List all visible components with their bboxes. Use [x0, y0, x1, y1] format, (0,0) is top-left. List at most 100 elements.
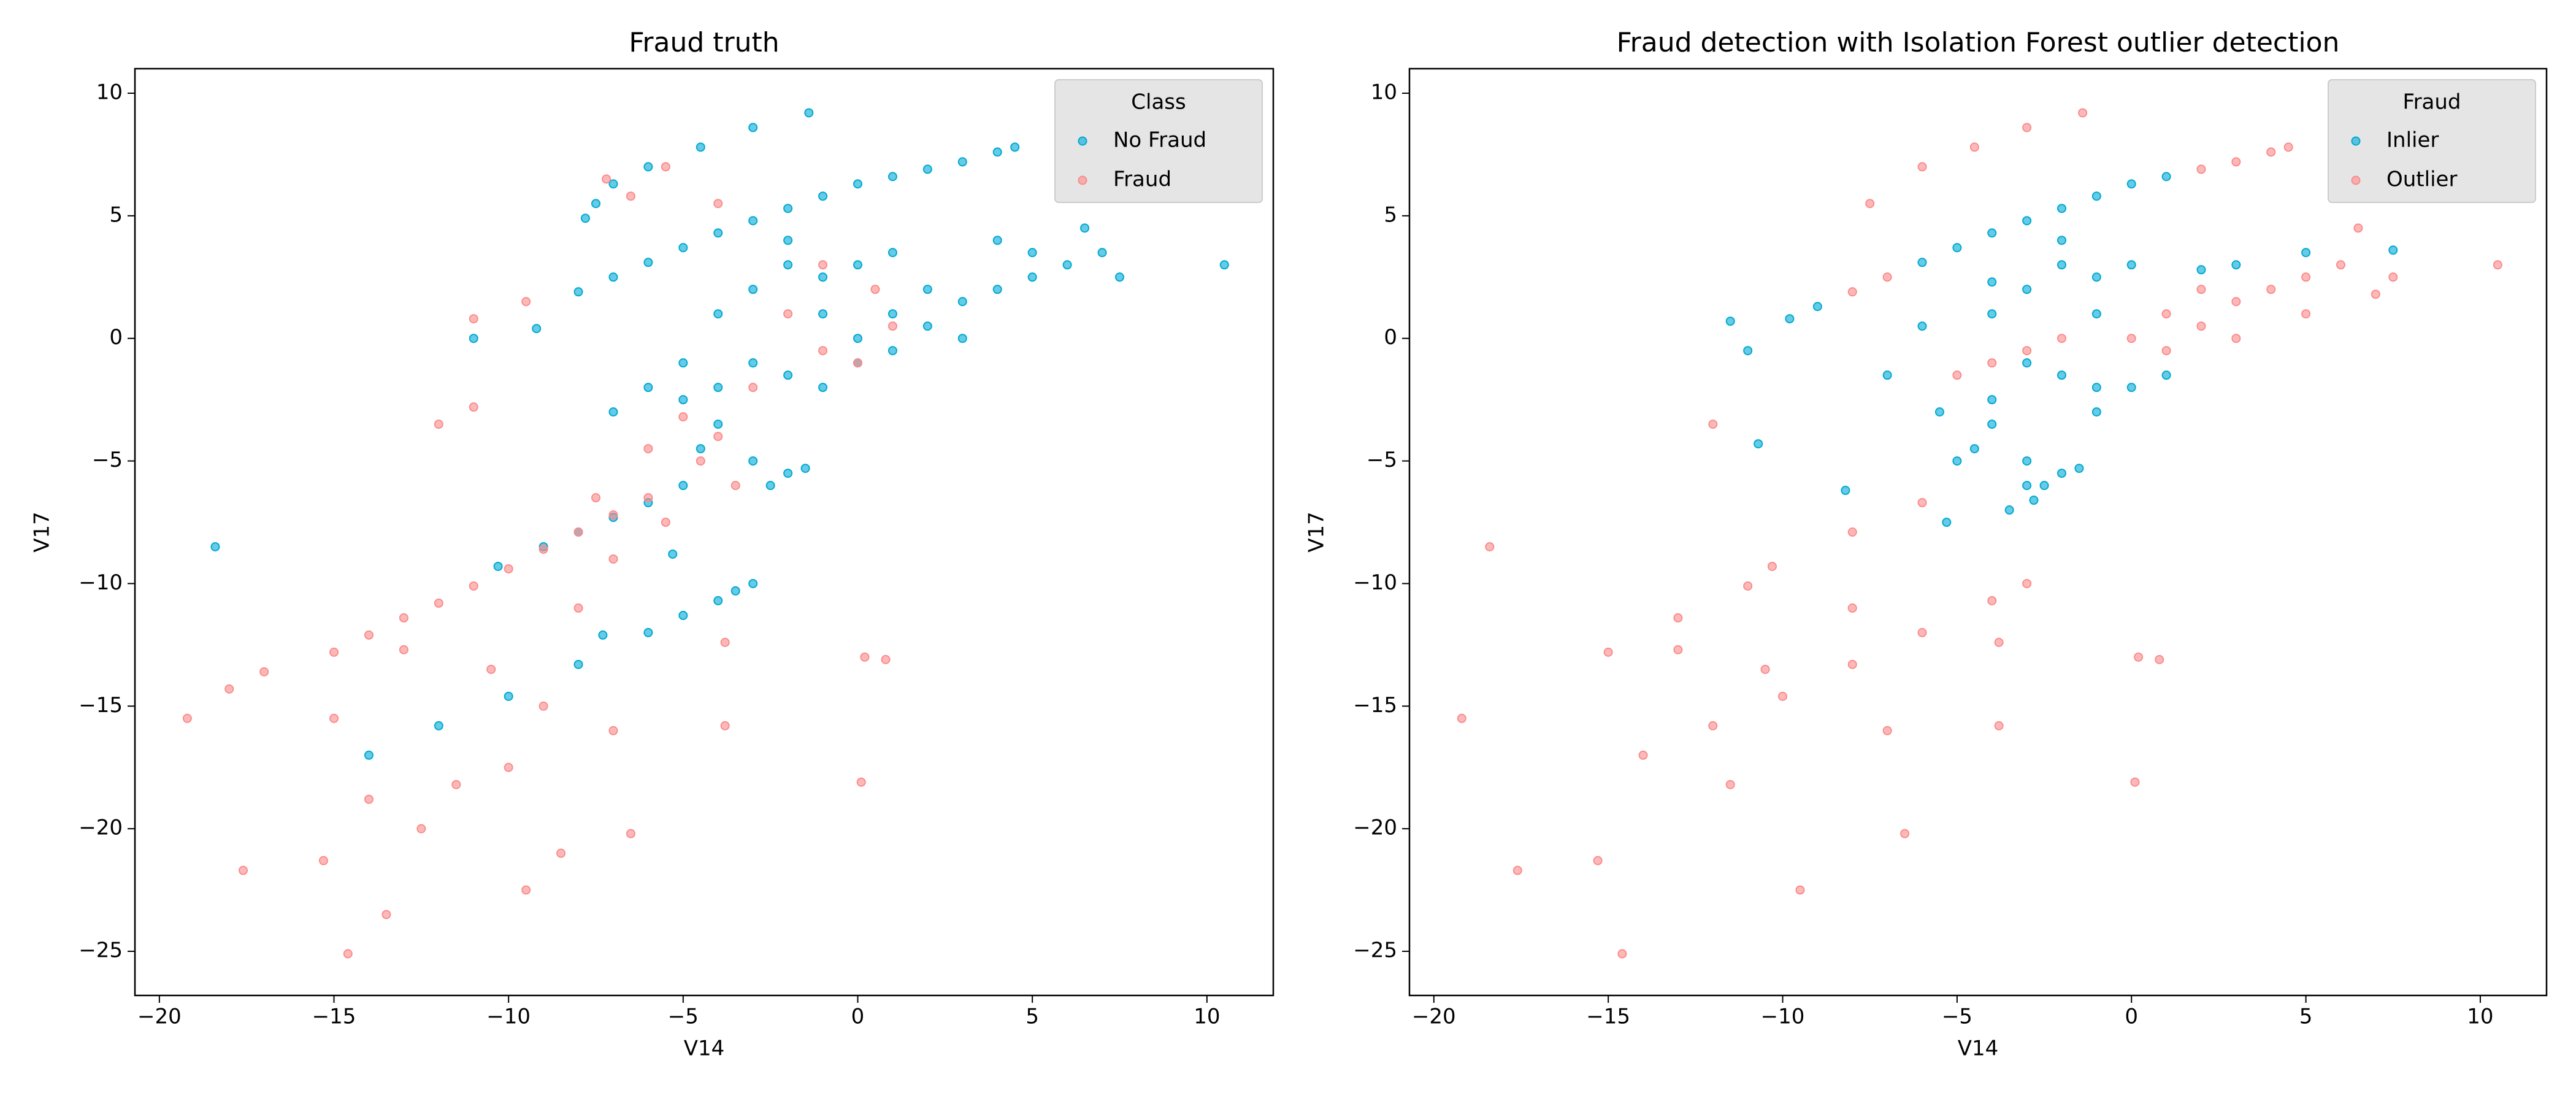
- point: [730, 586, 740, 596]
- point: [532, 324, 542, 334]
- y-tick-label: −20: [79, 816, 123, 840]
- point: [870, 285, 880, 294]
- point: [1882, 726, 1892, 735]
- point: [661, 518, 670, 527]
- point: [818, 383, 828, 393]
- point: [783, 469, 793, 478]
- point: [696, 444, 705, 454]
- point: [887, 309, 897, 319]
- point: [2091, 407, 2101, 417]
- y-tick-label: −25: [1353, 938, 1397, 963]
- point: [2155, 654, 2164, 664]
- point: [1987, 596, 1997, 605]
- point: [2022, 578, 2032, 588]
- y-tick-label: −10: [79, 570, 123, 595]
- point: [2126, 334, 2136, 343]
- point: [2353, 223, 2363, 233]
- point: [818, 260, 828, 270]
- point: [2057, 469, 2066, 478]
- point: [713, 383, 723, 393]
- point: [818, 191, 828, 201]
- point: [329, 713, 339, 723]
- point: [580, 213, 590, 223]
- chart-title: Fraud truth: [629, 27, 779, 58]
- point: [2022, 481, 2032, 491]
- point: [2134, 652, 2144, 662]
- point: [521, 885, 531, 895]
- point: [2301, 272, 2311, 282]
- x-tick-label: 10: [1194, 1005, 1220, 1029]
- y-axis-label: V17: [1305, 512, 1329, 553]
- legend-box: [1054, 79, 1263, 203]
- point: [539, 544, 548, 554]
- point: [451, 780, 461, 789]
- point: [2388, 245, 2398, 255]
- point: [887, 321, 897, 331]
- y-tick-label: −5: [1367, 448, 1397, 472]
- point: [2231, 260, 2241, 270]
- point: [678, 243, 688, 253]
- point: [1778, 691, 1788, 701]
- point: [818, 272, 828, 282]
- point: [1760, 664, 1770, 674]
- point: [992, 285, 1002, 294]
- point: [210, 542, 220, 551]
- y-tick-label: 0: [1384, 325, 1397, 350]
- point: [1882, 272, 1892, 282]
- point: [2266, 147, 2276, 157]
- point: [2196, 285, 2206, 294]
- y-tick-label: −15: [79, 693, 123, 718]
- x-axis-label: V14: [1958, 1037, 1999, 1061]
- point: [678, 395, 688, 405]
- point: [992, 147, 1002, 157]
- point: [1917, 162, 1927, 172]
- point: [713, 199, 723, 209]
- legend-label: Fraud: [1113, 167, 1171, 192]
- point: [598, 630, 608, 640]
- point: [887, 172, 897, 182]
- x-tick-label: −10: [486, 1005, 531, 1029]
- point: [1743, 581, 1753, 591]
- point: [783, 309, 793, 319]
- point: [957, 334, 967, 343]
- point: [800, 464, 810, 473]
- point: [2091, 309, 2101, 319]
- point: [1882, 370, 1892, 380]
- y-tick-label: 5: [1384, 202, 1397, 227]
- point: [1767, 561, 1777, 571]
- point: [922, 164, 932, 174]
- point: [2493, 260, 2502, 270]
- point: [608, 510, 618, 520]
- point: [2078, 108, 2088, 118]
- x-tick-label: −15: [1586, 1005, 1630, 1029]
- point: [2022, 346, 2032, 356]
- point: [1847, 527, 1857, 537]
- point: [2022, 216, 2032, 226]
- point: [720, 721, 730, 730]
- legend-marker: [2351, 175, 2361, 185]
- point: [1969, 142, 1979, 152]
- y-tick-label: 10: [96, 80, 123, 104]
- legend-marker: [1078, 136, 1087, 146]
- point: [626, 191, 635, 201]
- axes-frame: [1408, 67, 2548, 997]
- point: [1952, 243, 1962, 253]
- point: [182, 713, 192, 723]
- point: [922, 321, 932, 331]
- point: [1917, 321, 1927, 331]
- point: [643, 258, 653, 267]
- x-axis-label: V14: [684, 1037, 725, 1061]
- point: [818, 346, 828, 356]
- point: [1987, 358, 1997, 368]
- point: [853, 179, 863, 189]
- point: [416, 824, 426, 834]
- point: [573, 603, 583, 613]
- point: [1603, 647, 1613, 657]
- x-tick-label: −20: [1412, 1005, 1456, 1029]
- point: [2022, 358, 2032, 368]
- point: [1097, 248, 1107, 258]
- point: [2091, 383, 2101, 393]
- point: [678, 481, 688, 491]
- point: [1785, 314, 1795, 324]
- point: [856, 777, 866, 787]
